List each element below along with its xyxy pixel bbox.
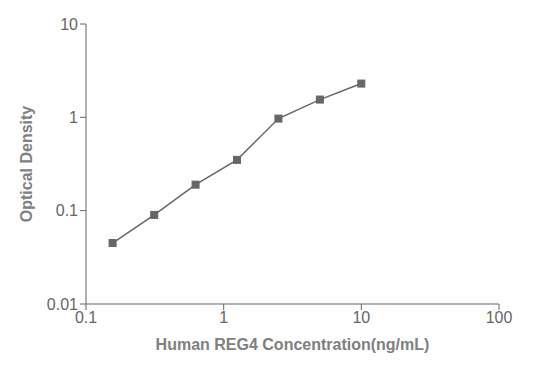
svg-text:Human REG4 Concentration(ng/mL: Human REG4 Concentration(ng/mL) (156, 336, 430, 353)
svg-text:0.1: 0.1 (75, 309, 97, 326)
svg-text:10: 10 (352, 309, 370, 326)
svg-text:Optical Density: Optical Density (18, 106, 35, 223)
svg-text:100: 100 (486, 309, 513, 326)
svg-text:0.01: 0.01 (47, 296, 78, 313)
svg-text:10: 10 (60, 16, 78, 33)
svg-text:1: 1 (219, 309, 228, 326)
svg-text:0.1: 0.1 (56, 202, 78, 219)
svg-text:1: 1 (69, 109, 78, 126)
